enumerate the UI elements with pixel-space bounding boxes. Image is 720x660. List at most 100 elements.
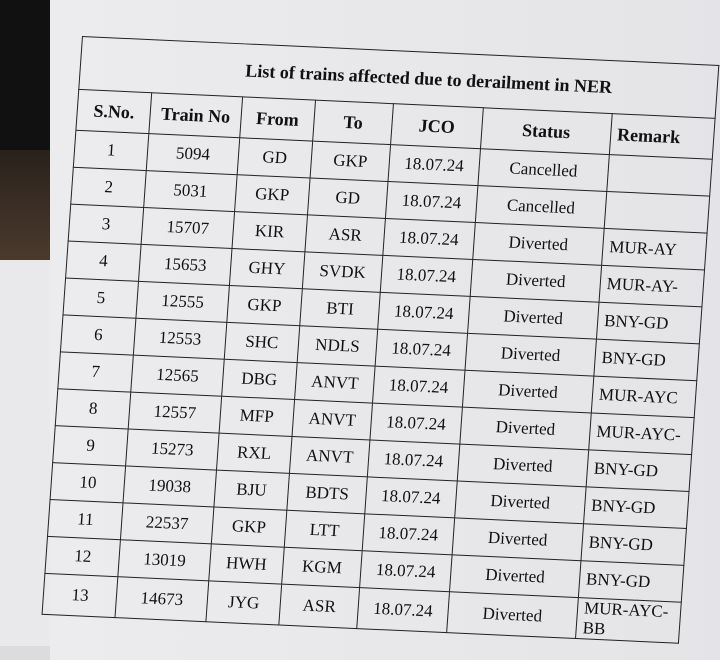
cell-remark: MUR-AY	[601, 228, 708, 270]
column-header-status: Status	[480, 107, 613, 155]
cell-from: JYG	[205, 580, 282, 626]
cell-sno: 7	[57, 351, 134, 393]
cell-train-no: 12557	[128, 392, 222, 434]
cell-from: DBG	[221, 359, 298, 400]
column-header-from: From	[239, 96, 316, 142]
cell-to: ANVT	[292, 399, 373, 440]
cell-to: GD	[307, 177, 388, 219]
cell-jco: 18.07.24	[374, 329, 468, 371]
cell-status: Diverted	[451, 517, 584, 561]
background-paper-stack	[0, 260, 52, 646]
cell-jco: 18.07.24	[356, 587, 450, 633]
cell-sno: 2	[70, 167, 147, 208]
cell-jco: 18.07.24	[382, 218, 476, 260]
cell-remark: BNY-GD	[580, 523, 687, 566]
cell-remark: BNY-GD	[578, 560, 684, 603]
cell-to: ANVT	[289, 436, 370, 477]
cell-status: Cancelled	[477, 148, 610, 192]
cell-train-no: 13019	[118, 539, 211, 581]
cell-jco: 18.07.24	[372, 366, 465, 408]
cell-jco: 18.07.24	[364, 476, 457, 518]
cell-train-no: 12553	[133, 318, 227, 360]
cell-to: LTT	[284, 510, 365, 551]
cell-remark: MUR-AYC-BB	[575, 597, 682, 644]
cell-sno: 3	[68, 204, 145, 245]
cell-from: RXL	[216, 433, 293, 474]
cell-from: GD	[236, 137, 313, 178]
cell-remark: MUR-AY-	[598, 265, 705, 307]
cell-to: ASR	[278, 584, 360, 629]
cell-to: SVDK	[302, 251, 383, 293]
cell-train-no: 5094	[146, 133, 240, 175]
cell-jco: 18.07.24	[367, 439, 460, 481]
column-header-jco: JCO	[390, 103, 484, 149]
cell-remark: BNY-GD	[586, 449, 692, 492]
cell-remark: BNY-GD	[583, 486, 690, 529]
cell-remark	[604, 191, 710, 234]
cell-from: GKP	[210, 506, 288, 548]
cell-status: Diverted	[469, 259, 602, 303]
cell-from: BJU	[213, 470, 290, 511]
cell-sno: 1	[73, 130, 150, 171]
cell-jco: 18.07.24	[377, 292, 470, 334]
cell-to: BTI	[299, 288, 381, 330]
cell-from: GKP	[234, 174, 311, 215]
cell-status: Diverted	[449, 554, 581, 598]
cell-status: Diverted	[472, 222, 605, 266]
cell-status: Diverted	[464, 333, 597, 377]
cell-from: GHY	[228, 248, 306, 289]
cell-train-no: 19038	[123, 465, 217, 507]
cell-status: Diverted	[462, 370, 594, 413]
cell-from: KIR	[231, 211, 308, 252]
cell-jco: 18.07.24	[369, 403, 463, 445]
cell-train-no: 14673	[115, 576, 209, 622]
cell-jco: 18.07.24	[387, 144, 481, 186]
cell-remark: MUR-AYC	[591, 376, 697, 418]
cell-status: Cancelled	[475, 185, 607, 229]
cell-to: NDLS	[297, 325, 378, 367]
cell-train-no: 12565	[131, 355, 224, 397]
trains-table: List of trains affected due to derailmen…	[42, 36, 720, 644]
cell-to: ASR	[305, 214, 386, 256]
cell-from: SHC	[223, 322, 300, 363]
cell-remark: BNY-GD	[596, 302, 702, 344]
cell-sno: 13	[42, 573, 119, 618]
cell-sno: 4	[65, 241, 142, 282]
cell-from: HWH	[208, 543, 285, 585]
column-header-train-no: Train No	[149, 92, 243, 138]
cell-sno: 6	[60, 314, 137, 356]
cell-to: KGM	[281, 547, 363, 588]
cell-sno: 12	[44, 536, 121, 577]
cell-train-no: 15273	[125, 429, 219, 471]
cell-status: Diverted	[467, 296, 599, 340]
cell-sno: 11	[47, 499, 124, 540]
cell-sno: 9	[52, 425, 129, 466]
cell-sno: 10	[50, 462, 126, 503]
cell-status: Diverted	[454, 480, 587, 524]
cell-to: GKP	[310, 141, 391, 182]
cell-status: Diverted	[446, 591, 579, 639]
background-brown	[0, 150, 50, 260]
cell-from: MFP	[218, 396, 295, 437]
cell-train-no: 5031	[144, 170, 237, 212]
cell-sno: 5	[62, 278, 139, 319]
cell-remark	[606, 154, 713, 197]
document-table-wrapper: List of trains affected due to derailmen…	[42, 36, 720, 644]
cell-to: BDTS	[287, 473, 368, 514]
cell-jco: 18.07.24	[385, 181, 478, 223]
cell-to: ANVT	[294, 362, 375, 404]
column-header-to: To	[312, 100, 394, 145]
cell-status: Diverted	[459, 407, 592, 450]
cell-status: Diverted	[456, 444, 589, 487]
cell-train-no: 15653	[138, 244, 232, 286]
paper-sheet	[50, 0, 720, 660]
cell-from: GKP	[226, 285, 303, 326]
cell-train-no: 22537	[120, 502, 214, 544]
cell-remark: MUR-AYC-	[588, 412, 695, 455]
cell-jco: 18.07.24	[380, 255, 473, 297]
cell-sno: 8	[55, 388, 132, 430]
cell-jco: 18.07.24	[362, 513, 455, 555]
cell-remark: BNY-GD	[593, 339, 700, 381]
cell-jco: 18.07.24	[359, 550, 452, 592]
column-header-remark: Remark	[609, 113, 716, 160]
